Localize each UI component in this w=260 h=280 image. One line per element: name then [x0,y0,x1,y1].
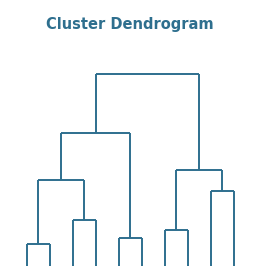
Text: Cluster Dendrogram: Cluster Dendrogram [46,17,214,32]
